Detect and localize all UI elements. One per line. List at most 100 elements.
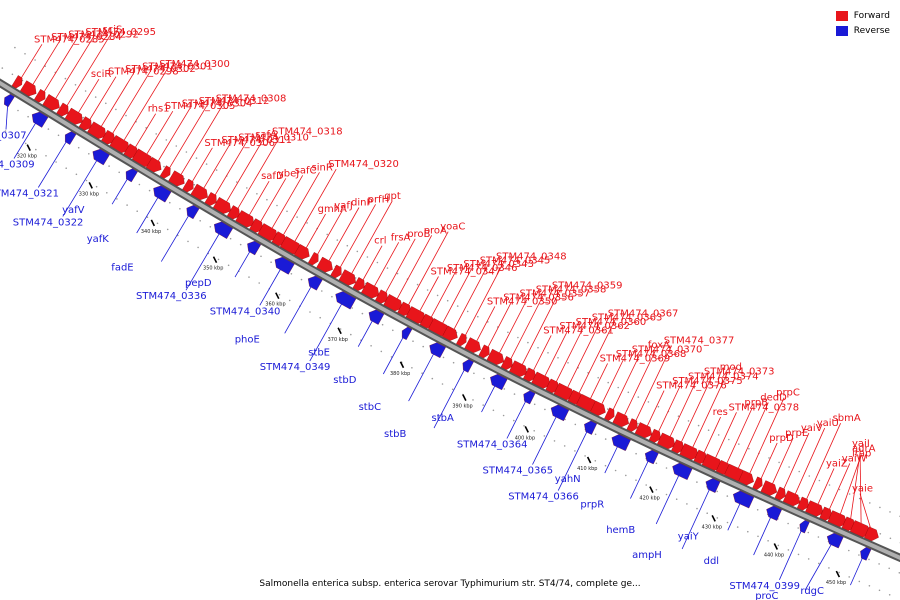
forward-gene-label[interactable]: gpt — [384, 191, 401, 202]
forward-gene-label[interactable]: STM474_0295 — [85, 27, 156, 38]
forward-gene-label[interactable]: STM474_0292 — [68, 30, 139, 41]
forward-gene-label[interactable]: STM474_0308 — [216, 93, 287, 104]
forward-gene-label[interactable]: STM474_0363 — [592, 313, 663, 324]
forward-gene-label[interactable]: STM474_0347 — [431, 267, 502, 278]
reverse-gene-label[interactable]: stbE — [308, 348, 330, 359]
forward-gene-label[interactable]: STM474_0350 — [487, 296, 558, 307]
reverse-gene-label[interactable]: STM474_0340 — [210, 306, 281, 317]
forward-gene-label[interactable]: STM474_0373 — [704, 367, 775, 378]
forward-gene-label[interactable]: STM474_0374 — [688, 371, 759, 382]
reverse-gene-label[interactable]: STM474_0321 — [0, 189, 59, 200]
reverse-gene-label[interactable]: STM474_0322 — [13, 217, 84, 228]
reverse-gene-label[interactable]: STM474_0399 — [729, 581, 800, 592]
forward-gene-label[interactable]: yoaC — [440, 222, 465, 233]
forward-gene-label[interactable]: STM474_0284 — [51, 32, 122, 43]
forward-gene-label[interactable]: crl — [374, 236, 386, 247]
forward-gene-label[interactable]: STM474_0320 — [328, 159, 399, 170]
forward-gene-label[interactable]: ybeJ — [278, 168, 299, 179]
forward-gene-label[interactable]: STM474_0345 — [480, 255, 551, 266]
reverse-gene-label[interactable]: yafV — [62, 205, 85, 216]
forward-gene-label[interactable]: yaie — [852, 484, 873, 495]
forward-gene-label[interactable]: sinR — [312, 162, 333, 173]
reverse-gene-label[interactable]: STM474_0365 — [483, 466, 554, 477]
forward-gene-label[interactable]: STM474_0377 — [664, 336, 735, 347]
reverse-gene-label[interactable]: STM474_0309 — [0, 160, 35, 171]
reverse-gene-label[interactable]: stbD — [333, 375, 356, 386]
reverse-gene-label[interactable]: ddl — [704, 556, 719, 567]
forward-gene-label[interactable]: STM474_0302 — [125, 64, 196, 75]
reverse-gene-label[interactable]: yafK — [87, 234, 110, 245]
forward-gene-label[interactable]: prfH — [368, 194, 390, 205]
forward-gene-label[interactable]: dinP — [351, 198, 373, 209]
forward-gene-label[interactable]: STM474_0359 — [552, 280, 623, 291]
forward-gene-label[interactable]: irap — [852, 448, 871, 459]
reverse-gene-label[interactable]: prpR — [580, 500, 604, 511]
forward-gene-label[interactable]: yaiZ — [826, 458, 848, 469]
reverse-gene-label[interactable]: yaiY — [678, 531, 700, 542]
forward-gene-label[interactable]: frsA — [391, 232, 411, 243]
reverse-gene-label[interactable]: STM474_0349 — [260, 362, 331, 373]
forward-gene-label[interactable]: STM474_0362 — [559, 321, 630, 332]
reverse-gene-label[interactable]: stbC — [359, 402, 381, 413]
forward-gene-label[interactable]: STM474_0369 — [600, 353, 671, 364]
reverse-gene-label[interactable]: yahN — [555, 474, 581, 485]
forward-gene-label[interactable]: safD — [261, 171, 284, 182]
gene-labels[interactable]: STM474_0285STM474_0284STM474_0292STM474_… — [0, 25, 876, 600]
reverse-gene-label[interactable]: phoE — [235, 334, 260, 345]
forward-gene-label[interactable]: STM474_0305 — [165, 101, 236, 112]
forward-gene-label[interactable]: rhs1 — [148, 104, 170, 115]
reverse-gene-label[interactable]: STM474_0364 — [457, 440, 528, 451]
reverse-gene-label[interactable]: STM474_0336 — [136, 291, 207, 302]
forward-gene-label[interactable]: yaiW — [842, 453, 867, 464]
forward-gene-label[interactable]: proA — [424, 225, 447, 236]
forward-gene-label[interactable]: STM474_0358 — [536, 285, 607, 296]
forward-gene-label[interactable]: sciR — [91, 69, 111, 80]
forward-gene-label[interactable]: STM474_0304 — [182, 99, 253, 110]
forward-gene-label[interactable]: STM474_0375 — [672, 376, 743, 387]
forward-gene-label[interactable]: mod — [720, 362, 742, 373]
forward-gene-label[interactable]: gmhA — [318, 204, 347, 215]
reverse-gene-label[interactable]: fadE — [111, 263, 133, 274]
forward-gene-label[interactable]: STM474_0357 — [520, 289, 591, 300]
forward-gene-label[interactable]: STM474_0300 — [159, 59, 230, 70]
forward-gene-label[interactable]: STM474_0370 — [632, 345, 703, 356]
reverse-gene-label[interactable]: hemB — [606, 525, 635, 536]
reverse-gene-label[interactable]: proC — [755, 591, 778, 600]
forward-gene-label[interactable]: yaiI — [852, 438, 870, 449]
forward-gene-label[interactable]: STM474_0285 — [34, 34, 105, 45]
forward-gene-label[interactable]: proB — [407, 229, 430, 240]
reverse-gene-label[interactable]: pepD — [185, 278, 212, 289]
reverse-gene-label[interactable]: STM474_0366 — [508, 492, 579, 503]
forward-gene-label[interactable]: STM474_0378 — [729, 402, 800, 413]
reverse-gene-label[interactable]: STM474_0307 — [0, 131, 27, 142]
forward-gene-label[interactable]: STM474_0298 — [108, 67, 179, 78]
forward-gene-label[interactable]: STM474_0312 — [199, 96, 270, 107]
forward-gene-label[interactable]: yaiV — [801, 423, 823, 434]
forward-gene-label[interactable]: prpB — [744, 398, 768, 409]
forward-gene-label[interactable]: prpE — [785, 428, 808, 439]
forward-gene-label[interactable]: STM474_0318 — [272, 127, 343, 138]
forward-gene-label[interactable]: dedD — [760, 393, 787, 404]
reverse-gene-label[interactable]: stbB — [384, 429, 406, 440]
forward-gene-label[interactable]: foxA — [648, 340, 670, 351]
forward-gene-label[interactable]: safA — [255, 130, 277, 141]
forward-gene-label[interactable]: STM474_0376 — [656, 381, 727, 392]
forward-gene-label[interactable]: prpD — [769, 433, 794, 444]
reverse-gene-label[interactable]: rdgC — [800, 586, 824, 597]
forward-gene-label[interactable]: yaiU — [817, 418, 839, 429]
forward-gene-label[interactable]: STM474_0356 — [503, 293, 574, 304]
forward-gene-label[interactable]: res — [713, 407, 728, 418]
forward-gene-label[interactable]: STM474_0343 — [463, 259, 534, 270]
reverse-gene-label[interactable]: stbA — [432, 413, 454, 424]
forward-gene-label[interactable]: STM474_0310 — [238, 132, 309, 143]
forward-gene-label[interactable]: STM474_0368 — [616, 349, 687, 360]
forward-gene-label[interactable]: STM474_0360 — [576, 317, 647, 328]
forward-gene-label[interactable]: adrA — [852, 443, 876, 454]
forward-gene-label[interactable]: STM474_0311 — [221, 135, 292, 146]
forward-gene-label[interactable]: prpC — [776, 388, 800, 399]
forward-gene-label[interactable]: STM474_0306 — [204, 138, 275, 149]
forward-gene-label[interactable]: STM474_0301 — [142, 62, 213, 73]
forward-gene-label[interactable]: sbmA — [833, 413, 861, 424]
forward-gene-label[interactable]: safC — [295, 165, 317, 176]
forward-gene-label[interactable]: STM474_0367 — [608, 308, 679, 319]
